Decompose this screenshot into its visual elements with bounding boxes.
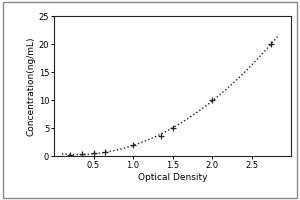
Y-axis label: Concentration(ng/mL): Concentration(ng/mL) (27, 36, 36, 136)
X-axis label: Optical Density: Optical Density (138, 173, 207, 182)
